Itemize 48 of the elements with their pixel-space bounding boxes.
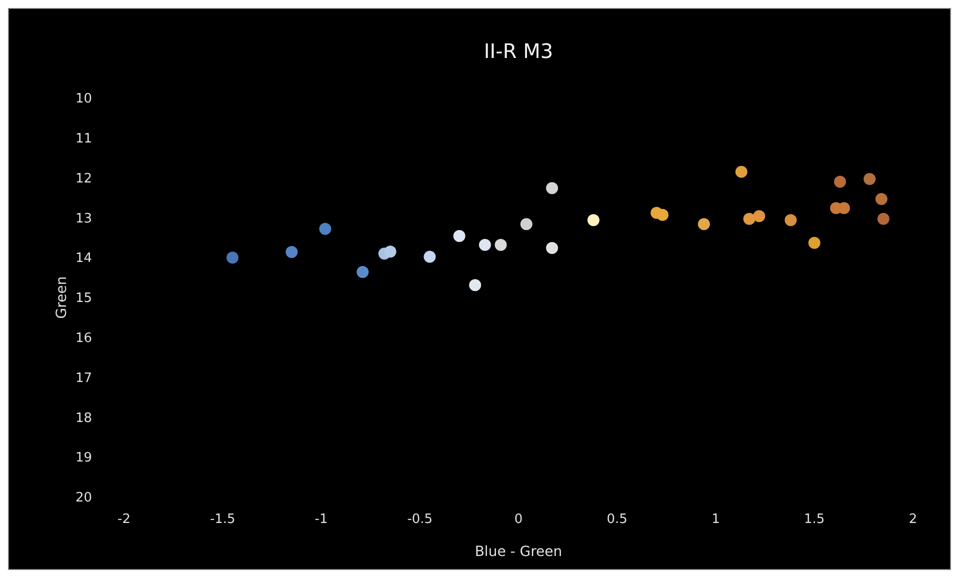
chart-title: II-R M3 bbox=[484, 39, 554, 63]
point bbox=[478, 238, 491, 251]
point bbox=[875, 192, 888, 205]
point bbox=[494, 238, 507, 251]
point bbox=[784, 214, 797, 226]
x-tick-label: -2 bbox=[118, 512, 130, 527]
x-tick-label: 1.5 bbox=[804, 512, 825, 527]
y-tick-label: 11 bbox=[75, 131, 92, 146]
point bbox=[656, 208, 668, 221]
point bbox=[520, 218, 532, 230]
point bbox=[356, 266, 369, 278]
x-tick-label: 0.5 bbox=[606, 512, 628, 527]
point bbox=[546, 182, 558, 194]
x-tick-label: -1.5 bbox=[210, 512, 236, 527]
y-tick-label: 12 bbox=[75, 171, 92, 186]
point bbox=[735, 166, 748, 178]
y-tick-label: 15 bbox=[75, 291, 92, 306]
y-tick-label: 19 bbox=[75, 450, 92, 466]
x-tick-label: 1 bbox=[712, 512, 720, 527]
point bbox=[319, 222, 332, 235]
y-tick-label: 20 bbox=[75, 490, 92, 506]
point bbox=[453, 230, 466, 242]
y-tick-label: 10 bbox=[75, 92, 92, 107]
y-tick-label: 13 bbox=[75, 211, 92, 226]
point bbox=[226, 252, 238, 264]
y-tick-label: 14 bbox=[75, 251, 92, 266]
point bbox=[743, 212, 756, 225]
y-tick-label: 16 bbox=[75, 330, 92, 346]
point bbox=[424, 250, 436, 263]
x-tick-label: 2 bbox=[908, 512, 918, 527]
point bbox=[698, 218, 710, 230]
x-tick-label: 0 bbox=[514, 512, 523, 527]
point bbox=[877, 212, 890, 225]
x-axis-title: Blue - Green bbox=[474, 544, 562, 560]
point bbox=[546, 242, 558, 254]
y-tick-label: 18 bbox=[75, 410, 92, 426]
point bbox=[864, 172, 876, 185]
point bbox=[469, 279, 482, 292]
point bbox=[587, 214, 600, 226]
point bbox=[834, 176, 846, 188]
y-tick-label: 17 bbox=[75, 370, 92, 386]
y-axis-title: Green bbox=[54, 276, 70, 319]
x-tick-label: -0.5 bbox=[407, 512, 433, 527]
point bbox=[286, 246, 298, 258]
x-tick-label: -1 bbox=[314, 512, 328, 527]
point bbox=[384, 246, 396, 258]
point bbox=[753, 210, 766, 222]
point bbox=[808, 236, 820, 249]
